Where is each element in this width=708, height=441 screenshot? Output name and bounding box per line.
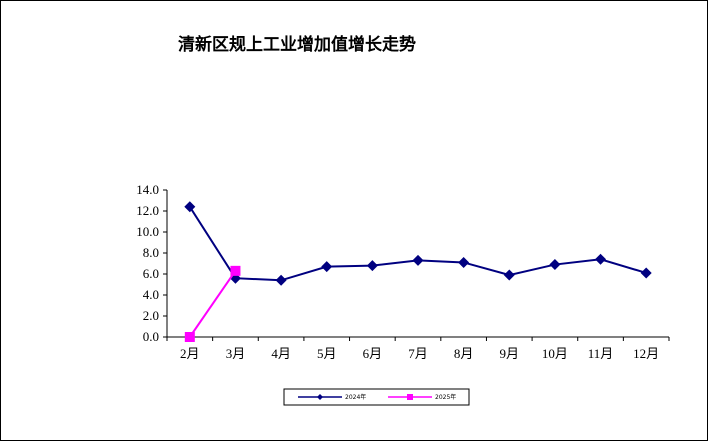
x-tick-label: 9月 xyxy=(500,346,520,361)
y-tick-label: 14.0 xyxy=(136,182,159,197)
data-point-series-1 xyxy=(184,201,196,213)
legend-box xyxy=(283,388,470,406)
x-tick-label: 7月 xyxy=(408,346,428,361)
x-tick-label: 8月 xyxy=(454,346,474,361)
legend-marker xyxy=(407,394,413,400)
series-line-1 xyxy=(188,206,647,282)
data-point-series-1 xyxy=(366,260,378,272)
x-tick-label: 2月 xyxy=(180,346,200,361)
x-tick-label: 4月 xyxy=(271,346,291,361)
x-tick-label: 3月 xyxy=(226,346,246,361)
legend-label: 2025年 xyxy=(435,393,456,401)
x-tick-label: 12月 xyxy=(633,346,659,361)
legend-marker xyxy=(317,394,323,400)
data-point-series-1 xyxy=(321,261,333,273)
y-tick-label: 6.0 xyxy=(143,266,159,281)
data-point-series-1 xyxy=(412,254,424,266)
data-point-series-1 xyxy=(640,267,652,279)
x-tick-label: 11月 xyxy=(588,346,614,361)
y-tick-label: 0.0 xyxy=(143,329,159,344)
data-point-series-2 xyxy=(184,332,195,342)
data-point-series-2 xyxy=(230,265,241,276)
y-tick-label: 8.0 xyxy=(143,245,159,260)
data-point-series-1 xyxy=(595,253,607,265)
y-tick-label: 10.0 xyxy=(136,224,159,239)
series-line-2 xyxy=(188,270,237,338)
chart-title: 清新区规上工业增加值增长走势 xyxy=(178,35,416,55)
y-tick-label: 4.0 xyxy=(143,287,159,302)
y-tick-label: 12.0 xyxy=(136,203,159,218)
x-tick-label: 10月 xyxy=(542,346,568,361)
y-tick-label: 2.0 xyxy=(143,308,159,323)
data-point-series-1 xyxy=(503,269,515,281)
x-tick-label: 5月 xyxy=(317,346,337,361)
x-tick-label: 6月 xyxy=(363,346,383,361)
data-point-series-1 xyxy=(549,259,561,271)
data-point-series-1 xyxy=(275,274,287,286)
data-point-series-1 xyxy=(458,256,470,268)
legend-label: 2024年 xyxy=(345,393,366,401)
